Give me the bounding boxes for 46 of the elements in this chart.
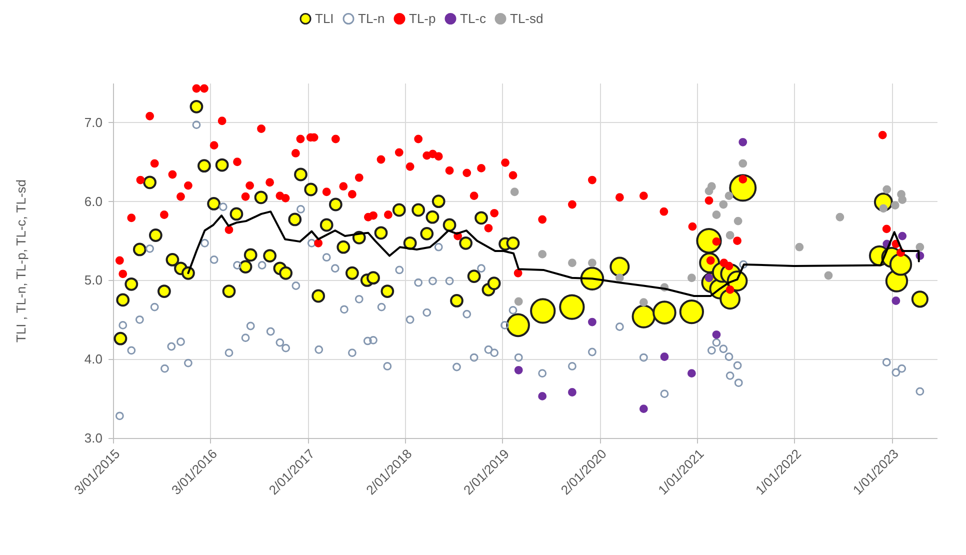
point <box>738 138 748 146</box>
point <box>890 201 900 210</box>
point <box>514 297 523 306</box>
point <box>639 404 648 414</box>
point <box>836 212 844 222</box>
legend-label: TL-c <box>460 10 486 26</box>
point <box>734 216 742 226</box>
point <box>568 258 576 268</box>
point <box>510 188 519 196</box>
point <box>879 204 888 213</box>
point <box>538 392 547 400</box>
point <box>719 200 728 209</box>
point <box>687 274 696 282</box>
point <box>738 159 748 168</box>
y-tick-label: 5.0 <box>84 272 102 288</box>
point <box>712 210 721 219</box>
y-tick-label: 4.0 <box>84 352 102 367</box>
point <box>712 330 721 339</box>
y-tick-label: 6.0 <box>84 194 102 209</box>
point <box>898 232 907 240</box>
y-tick-label: 3.0 <box>84 430 102 446</box>
point <box>538 250 547 258</box>
legend-label: TL-p <box>409 10 436 26</box>
legend-label: TLI <box>315 10 334 26</box>
point <box>639 298 648 307</box>
legend-label: TL-n <box>358 10 385 26</box>
point <box>615 274 624 282</box>
point <box>588 258 596 268</box>
point <box>568 388 576 396</box>
point <box>514 366 523 374</box>
y-axis-title: TLI , TL-n, TL-p, TL-c, TL-sd <box>13 179 28 343</box>
point <box>704 274 714 282</box>
point <box>898 196 907 204</box>
point <box>795 242 804 252</box>
point <box>726 231 734 240</box>
point <box>892 296 900 305</box>
point <box>660 352 669 361</box>
point <box>882 185 892 194</box>
point <box>724 192 734 200</box>
y-tick-label: 7.0 <box>84 114 102 130</box>
point <box>916 242 924 252</box>
point <box>824 271 833 280</box>
legend-label: TL-sd <box>510 10 544 26</box>
point <box>687 369 696 378</box>
point <box>588 318 596 326</box>
point <box>707 182 716 191</box>
